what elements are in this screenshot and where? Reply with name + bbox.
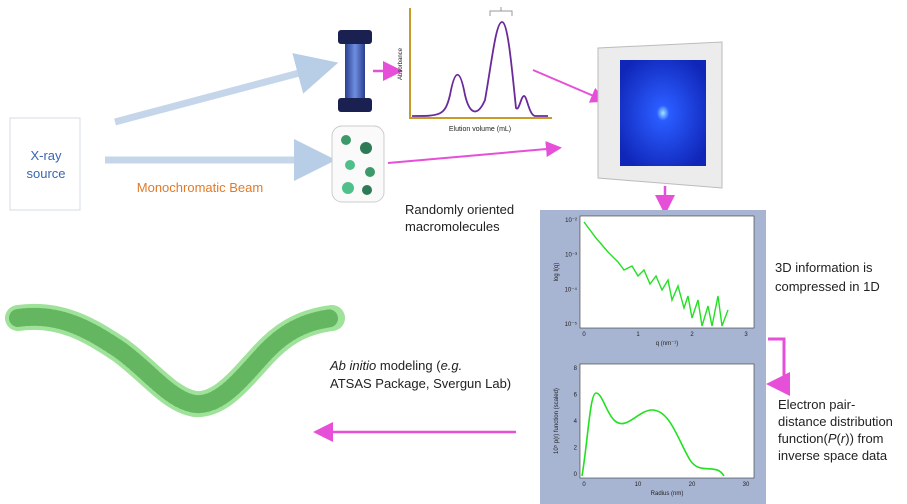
sample-label: macromolecules — [405, 219, 500, 234]
note-text: )) from — [845, 431, 883, 446]
molecule — [18, 317, 332, 404]
note-line: Ab initio modeling (e.g. — [329, 358, 462, 373]
diagram: X-ray source Monochromatic Beam Absorban… — [0, 0, 907, 504]
compression-note: 3D information is — [775, 260, 873, 275]
note-text: Ab initio — [329, 358, 376, 373]
note-line: distance distribution — [778, 414, 893, 429]
beam-label: Monochromatic Beam — [137, 180, 263, 195]
pr-plot — [580, 364, 754, 478]
note-text: ATSAS Package, Svergun Lab) — [330, 376, 511, 391]
note-text: e.g. — [441, 358, 463, 373]
y-tick-label: 10⁻⁴ — [565, 286, 578, 293]
compression-note: compressed in 1D — [775, 279, 880, 294]
y-tick-label: 10⁻⁵ — [565, 321, 578, 328]
note-text: function( — [778, 431, 829, 446]
source-text: source — [26, 166, 65, 181]
note-line: inverse space data — [778, 448, 888, 463]
note-line: ATSAS Package, Svergun Lab) — [330, 376, 511, 391]
arrow — [533, 70, 603, 100]
axis-label: 10⁵ p(r) function (scaled) — [553, 388, 560, 454]
sample-label: Randomly oriented — [405, 202, 514, 217]
arrow — [768, 339, 784, 384]
axis-label: Elution volume (mL) — [449, 126, 511, 133]
pr-note: Electron pair-distance distribution funct… — [778, 397, 893, 463]
scattering-plot — [580, 216, 754, 328]
x-tick-label: 10 — [635, 482, 642, 488]
x-tick-label: 30 — [743, 482, 750, 488]
note-line: function(P(r)) from — [778, 431, 884, 446]
y-tick-label: 10⁻³ — [565, 253, 577, 259]
sample-cell — [332, 126, 384, 202]
x-tick-label: 20 — [689, 482, 696, 488]
modeling-note: Ab initio modeling (e.g. ATSAS Package, S… — [329, 358, 511, 391]
axis-label: Absorbance — [398, 47, 404, 80]
source-text: X-ray — [30, 148, 62, 163]
note-text: P — [828, 431, 837, 446]
arrow — [388, 148, 558, 163]
beam — [115, 68, 318, 122]
column — [338, 30, 372, 112]
note-text: Electron pair- — [778, 397, 855, 412]
source-box — [10, 118, 80, 210]
note-text: modeling ( — [376, 358, 441, 373]
note-text: distance distribution — [778, 414, 893, 429]
axis-label: q (nm⁻¹) — [656, 341, 679, 347]
chromatogram: Absorbance Elution volume (mL) — [398, 7, 552, 133]
y-tick-label: 10⁻² — [565, 218, 577, 224]
note-text: inverse space data — [778, 448, 888, 463]
axis-label: log I(q) — [554, 263, 560, 282]
note-line: Electron pair- — [778, 397, 855, 412]
detector — [598, 42, 722, 188]
axis-label: Radius (nm) — [651, 491, 684, 497]
